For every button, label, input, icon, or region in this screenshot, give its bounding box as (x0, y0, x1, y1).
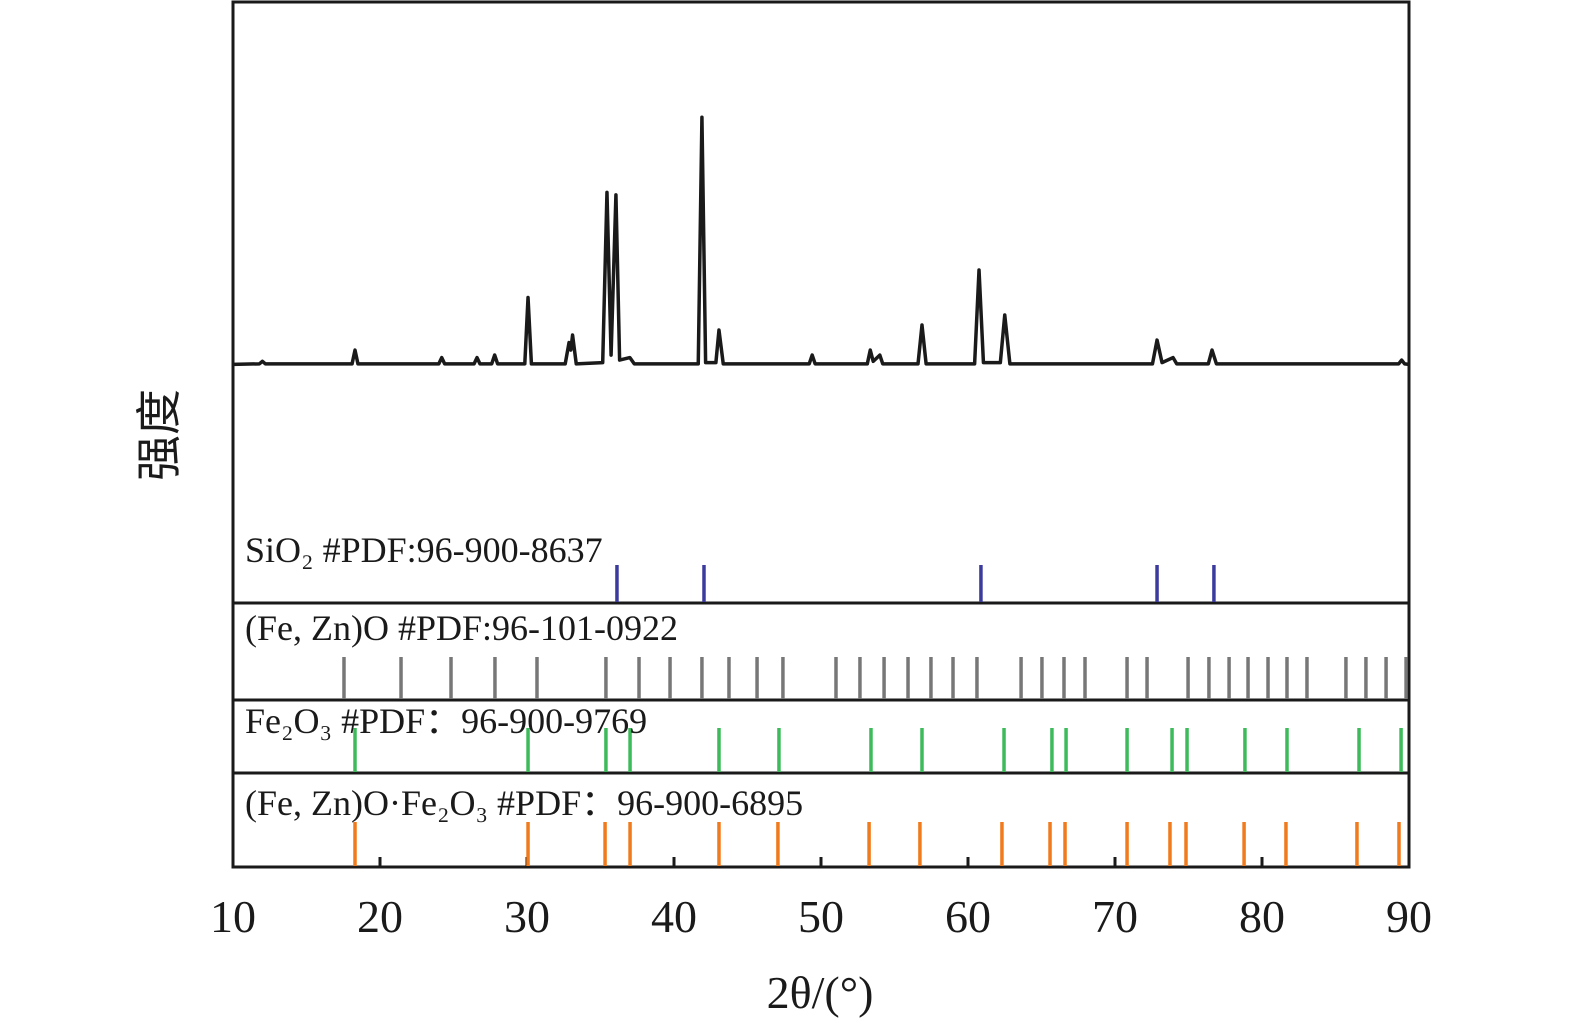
x-tick-label: 30 (504, 891, 550, 942)
x-axis-label: 2θ/(°) (767, 967, 874, 1018)
reference-label: (Fe, Zn)O #PDF:96-101-0922 (245, 608, 678, 648)
x-tick-label: 50 (798, 891, 844, 942)
x-tick-label: 70 (1092, 891, 1138, 942)
x-tick-label: 20 (357, 891, 403, 942)
reference-label: Fe₂O₃ #PDF：96-900-9769 (245, 701, 647, 741)
x-tick-label: 80 (1239, 891, 1285, 942)
reference-label: SiO₂ #PDF:96-900-8637 (245, 530, 603, 570)
x-tick-label: 90 (1386, 891, 1432, 942)
x-tick-label: 60 (945, 891, 991, 942)
y-axis-label: 强度 (134, 389, 185, 481)
x-tick-label: 40 (651, 891, 697, 942)
x-tick-label: 10 (210, 891, 256, 942)
reference-label: (Fe, Zn)O·Fe₂O₃ #PDF：96-900-6895 (245, 783, 803, 823)
xrd-line (232, 115, 1410, 367)
